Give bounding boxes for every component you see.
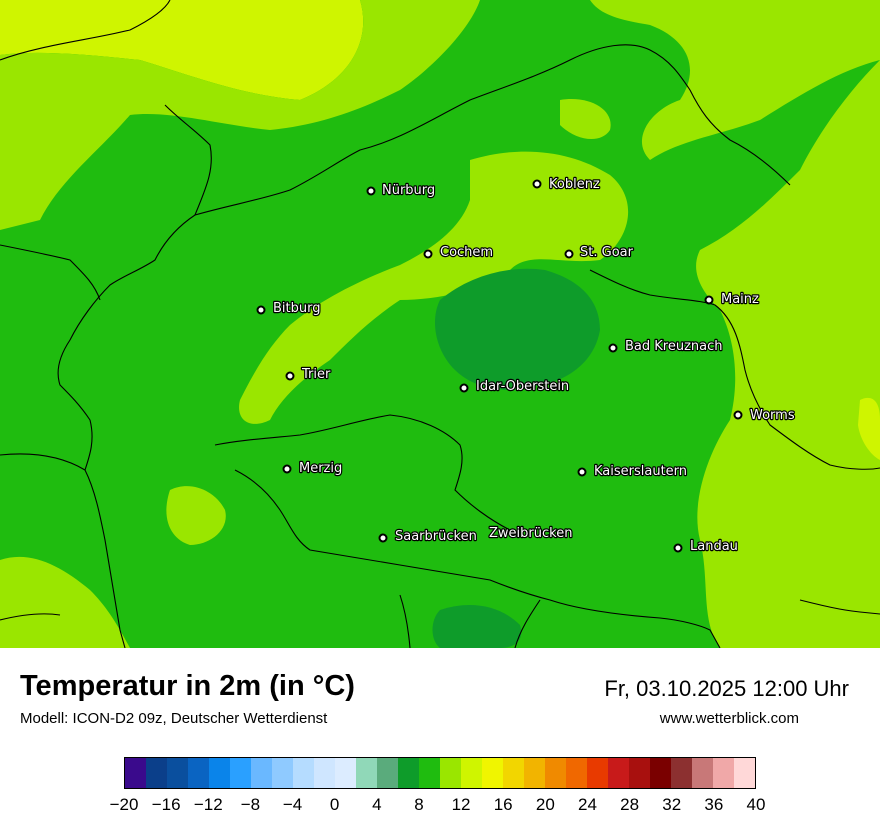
colorbar-segment	[419, 758, 440, 788]
colorbar-segment	[293, 758, 314, 788]
colorbar-tick-label: 24	[577, 795, 597, 814]
colorbar-segment	[713, 758, 734, 788]
city-label-bad-kreuznach: Bad Kreuznach	[625, 339, 723, 354]
city-label-mainz: Mainz	[721, 292, 759, 307]
temp-zone-12-14-northeast	[590, 0, 880, 160]
city-label-saarbrucken: Saarbrücken	[395, 529, 477, 544]
colorbar-segment	[167, 758, 188, 788]
colorbar-segment	[377, 758, 398, 788]
colorbar-segment	[335, 758, 356, 788]
colorbar-tick-label: 20	[535, 795, 555, 814]
temp-zone-12-14-saar	[166, 486, 226, 545]
city-zweibrucken: Zweibrücken	[488, 525, 574, 542]
city-label-nurburg: Nürburg	[382, 183, 435, 198]
colorbar-tick-label: 0	[329, 795, 340, 814]
city-mainz: Mainz	[704, 291, 760, 308]
city-st-goar: St. Goar	[564, 244, 635, 261]
colorbar-segment	[482, 758, 503, 788]
city-koblenz: Koblenz	[532, 176, 601, 193]
colorbar-segment	[398, 758, 419, 788]
city-merzig: Merzig	[282, 460, 343, 477]
colorbar-tick-label: −16	[151, 795, 181, 814]
temp-zone-12-14-east	[696, 60, 880, 648]
colorbar-tick-label: 40	[746, 795, 766, 814]
colorbar-tick-label: −12	[193, 795, 223, 814]
city-cochem: Cochem	[423, 244, 494, 261]
colorbar-segment	[671, 758, 692, 788]
colorbar-tick-label: 28	[620, 795, 640, 814]
city-label-kaiserslautern: Kaiserslautern	[594, 464, 687, 479]
temp-zone-12-14-north-patch	[560, 99, 611, 140]
city-label-idar-oberstein: Idar-Oberstein	[476, 379, 569, 394]
temp-zone-12-14-southwest	[0, 556, 130, 648]
city-bitburg: Bitburg	[256, 300, 322, 317]
legend-title: Temperatur in 2m (in °C)	[20, 670, 355, 702]
colorbar-segment	[230, 758, 251, 788]
city-label-merzig: Merzig	[299, 461, 342, 476]
city-label-st-goar: St. Goar	[580, 245, 634, 260]
city-label-bitburg: Bitburg	[273, 301, 321, 316]
colorbar-segment	[209, 758, 230, 788]
colorbar-tick-label: 36	[704, 795, 724, 814]
city-label-zweibrucken: Zweibrücken	[489, 526, 572, 541]
city-worms: Worms	[733, 407, 796, 424]
city-idar-oberstein: Idar-Oberstein	[459, 378, 570, 395]
temp-zone-8-10-hunsrueck	[435, 268, 600, 390]
administrative-borders	[0, 0, 880, 648]
city-label-worms: Worms	[750, 408, 795, 423]
temperature-colorbar	[124, 757, 756, 789]
colorbar-tick-label: 32	[662, 795, 682, 814]
temp-zone-12-14-northwest	[0, 0, 480, 230]
city-label-landau: Landau	[690, 539, 738, 554]
colorbar-segment	[356, 758, 377, 788]
colorbar-tick-label: −4	[282, 795, 303, 814]
colorbar-segment	[503, 758, 524, 788]
colorbar-segment	[440, 758, 461, 788]
colorbar-segment	[587, 758, 608, 788]
temp-zone-8-10-saarland-south	[432, 605, 522, 648]
colorbar-segment	[188, 758, 209, 788]
website-link[interactable]: www.wetterblick.com	[659, 710, 799, 727]
city-landau: Landau	[673, 538, 739, 555]
colorbar-segment	[314, 758, 335, 788]
colorbar-tick-label: 8	[414, 795, 424, 814]
colorbar-segment	[524, 758, 545, 788]
city-saarbrucken: Saarbrücken	[378, 528, 478, 545]
colorbar-segment	[566, 758, 587, 788]
colorbar-tick-label: 16	[493, 795, 513, 814]
colorbar-segment	[272, 758, 293, 788]
model-source: Modell: ICON-D2 09z, Deutscher Wetterdie…	[20, 710, 328, 727]
city-nurburg: Nürburg	[366, 182, 436, 199]
colorbar-tick-labels: −20 −16 −12 −8 −4 0 4 8 12 16 20 24 28 32 36 40	[110, 795, 766, 819]
colorbar-tick-label: 12	[451, 795, 471, 814]
colorbar-segment	[125, 758, 146, 788]
colorbar-segment	[461, 758, 482, 788]
colorbar-segment	[251, 758, 272, 788]
city-label-koblenz: Koblenz	[549, 177, 600, 192]
colorbar-segment	[545, 758, 566, 788]
colorbar-segment	[692, 758, 713, 788]
colorbar-segment	[650, 758, 671, 788]
city-kaiserslautern: Kaiserslautern	[577, 463, 688, 480]
colorbar-segment	[608, 758, 629, 788]
colorbar-segment	[146, 758, 167, 788]
city-trier: Trier	[285, 366, 332, 383]
colorbar-segment	[734, 758, 755, 788]
temperature-map: Nürburg Koblenz Cochem St. Goar Mainz Bi…	[0, 0, 880, 648]
colorbar-tick-label: −20	[109, 795, 139, 814]
colorbar-segment	[629, 758, 650, 788]
city-label-trier: Trier	[301, 367, 331, 382]
temp-zone-14-16-northwest	[0, 0, 364, 100]
colorbar-tick-label: −8	[240, 795, 261, 814]
city-label-cochem: Cochem	[440, 245, 493, 260]
colorbar-tick-label: 4	[372, 795, 382, 814]
forecast-datetime: Fr, 03.10.2025 12:00 Uhr	[604, 676, 849, 701]
city-bad-kreuznach: Bad Kreuznach	[608, 338, 724, 355]
temp-zone-12-14-mosel	[239, 151, 629, 424]
temp-zone-14-16-east	[858, 397, 880, 460]
